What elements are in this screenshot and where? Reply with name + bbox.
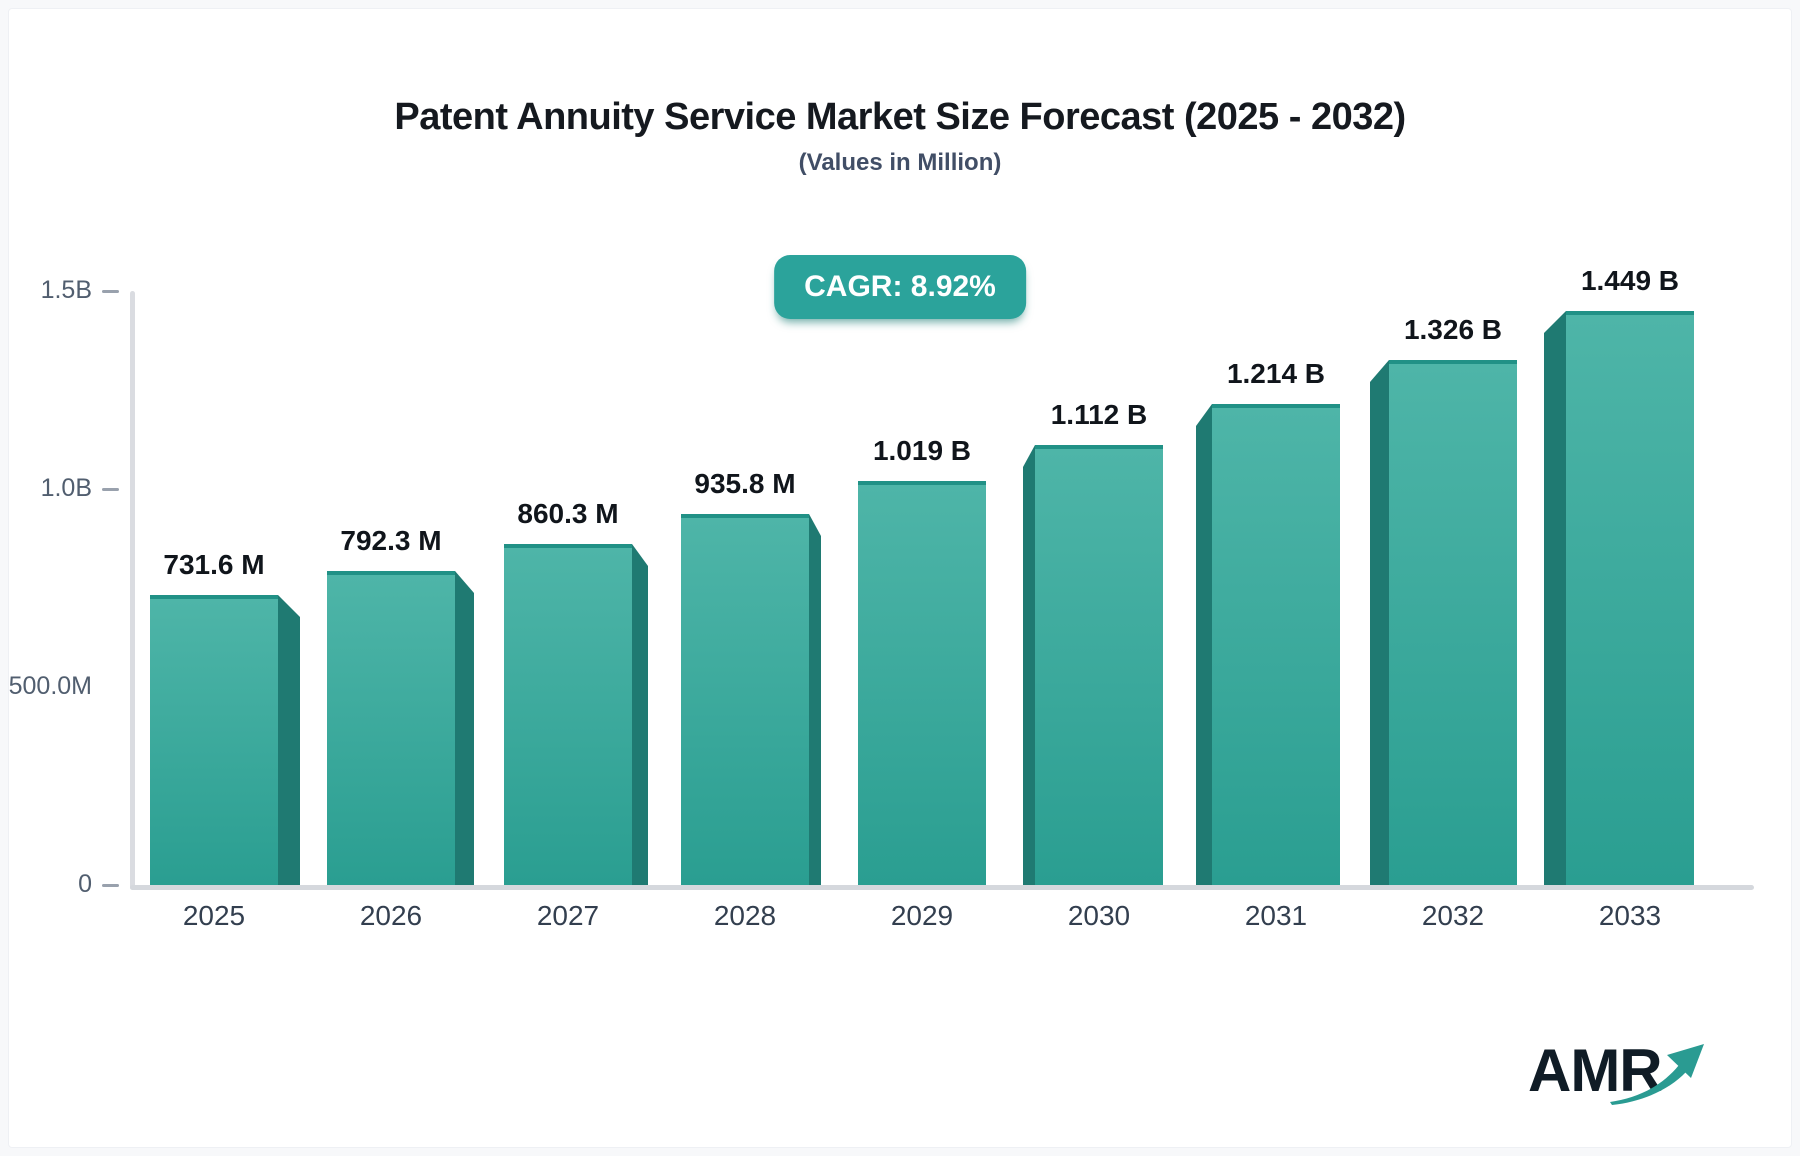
- bar-side-2030: [1023, 445, 1035, 885]
- x-tick-label-2028: 2028: [713, 900, 777, 931]
- x-tick-label-2030: 2030: [1067, 900, 1131, 931]
- bar-value-label-2029: 1.019 B: [872, 435, 972, 466]
- y-tick-label-1.5B: 1.5B: [40, 276, 92, 304]
- bar-2032: [1389, 360, 1517, 885]
- bar-2030: [1035, 445, 1163, 885]
- bar-value-label-2033: 1.449 B: [1580, 265, 1680, 296]
- bar-side-2031: [1196, 404, 1212, 885]
- bar-2025: [150, 595, 278, 885]
- x-tick-label-2025: 2025: [182, 900, 246, 931]
- amr-logo-text: AMR: [1528, 1037, 1663, 1104]
- x-tick-label-2026: 2026: [359, 900, 423, 931]
- bar-2031: [1212, 404, 1340, 885]
- bar-2027: [504, 544, 632, 885]
- bar-2028: [681, 514, 809, 885]
- growth-arrow-icon: [1610, 1044, 1704, 1105]
- x-tick-label-2029: 2029: [890, 900, 954, 931]
- bar-side-2033: [1544, 311, 1566, 885]
- y-axis-line: [130, 291, 135, 890]
- bar-value-label-2028: 935.8 M: [694, 468, 796, 499]
- x-tick-label-2027: 2027: [536, 900, 600, 931]
- chart-subtitle: (Values in Million): [798, 149, 1002, 176]
- chart-title: Patent Annuity Service Market Size Forec…: [394, 96, 1406, 138]
- bar-side-2026: [455, 571, 474, 885]
- y-tick-mark-1.0B: [102, 488, 119, 491]
- bar-value-label-2025: 731.6 M: [163, 549, 265, 580]
- bar-side-2027: [632, 544, 648, 885]
- x-tick-label-2032: 2032: [1421, 900, 1485, 931]
- y-tick-mark-1.5B: [102, 290, 119, 293]
- cagr-badge: CAGR: 8.92%: [774, 255, 1026, 319]
- bar-value-label-2030: 1.112 B: [1050, 399, 1148, 430]
- bar-value-label-2026: 792.3 M: [340, 525, 442, 556]
- bar-2033: [1566, 311, 1694, 885]
- bar-side-2025: [278, 595, 300, 885]
- y-tick-label-0: 0: [78, 870, 92, 898]
- bar-value-label-2027: 860.3 M: [517, 498, 619, 529]
- bar-value-label-2032: 1.326 B: [1403, 314, 1503, 345]
- bar-side-2032: [1370, 360, 1389, 885]
- x-tick-label-2031: 2031: [1244, 900, 1308, 931]
- x-tick-label-2033: 2033: [1598, 900, 1662, 931]
- amr-logo: AMR: [1528, 1036, 1758, 1120]
- bar-value-label-2031: 1.214 B: [1226, 358, 1326, 389]
- y-tick-label-500.0M: 500.0M: [8, 672, 92, 700]
- y-tick-label-1.0B: 1.0B: [40, 474, 92, 502]
- bar-side-2028: [809, 514, 821, 885]
- bar-2026: [327, 571, 455, 885]
- x-axis-baseline: [130, 885, 1754, 890]
- bar-2029: [858, 481, 986, 885]
- y-tick-mark-0: [102, 884, 119, 887]
